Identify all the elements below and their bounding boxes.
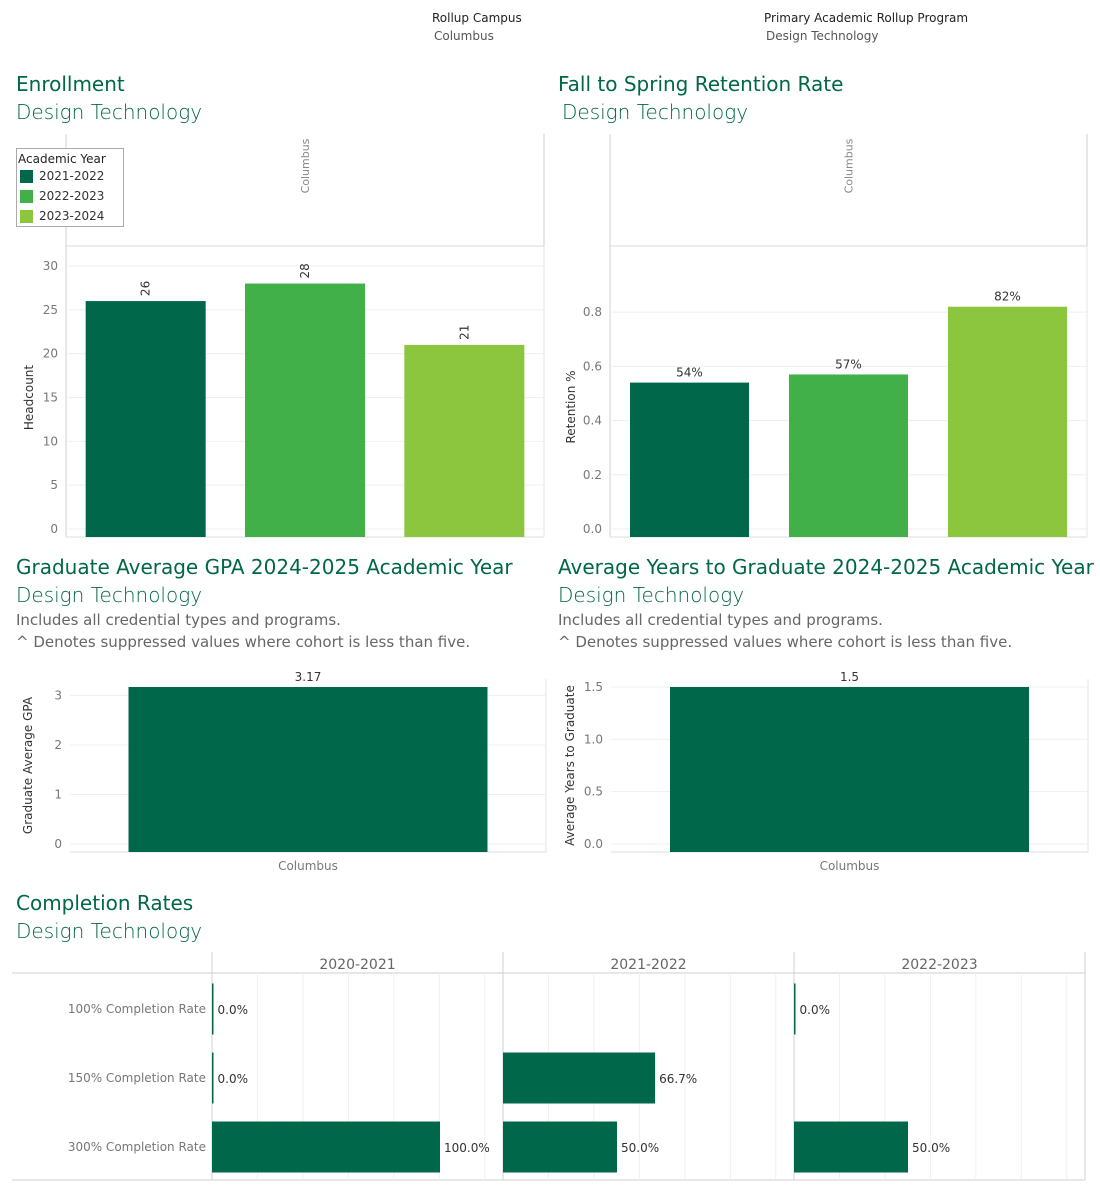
campus-filter-value[interactable]: Columbus <box>434 29 494 43</box>
y-axis-label: Headcount <box>22 365 36 431</box>
bar-value-label: 0.0% <box>800 1003 831 1017</box>
bar-value-label: 28 <box>298 263 312 278</box>
completion-bar <box>503 1121 617 1173</box>
years-chart: 0.0 0.5 1.0 1.5 Average Years to Graduate 1.5… <box>563 670 1089 873</box>
y-tick-label: 0 <box>50 522 58 536</box>
bar <box>85 301 206 537</box>
y-tick-label: 0.0 <box>583 522 602 536</box>
y-tick-label: 5 <box>50 478 58 492</box>
bar-value-label: 0.0% <box>218 1003 249 1017</box>
bar-value-label: 50.0% <box>621 1141 659 1155</box>
y-tick-label: 0.6 <box>583 359 602 373</box>
retention-title: Fall to Spring Retention Rate <box>558 72 844 96</box>
legend-item-label: 2023-2024 <box>39 209 105 223</box>
y-axis-label: Graduate Average GPA <box>21 696 35 834</box>
bar-value-label: 82% <box>994 290 1021 304</box>
y-tick-label: 0.5 <box>584 785 603 799</box>
row-label: 150% Completion Rate <box>68 1071 206 1085</box>
y-tick-label: 30 <box>43 259 58 273</box>
bar <box>128 687 488 852</box>
legend-item-label: 2022-2023 <box>39 189 105 203</box>
campus-filter-label: Rollup Campus <box>432 11 522 25</box>
column-header-label: Columbus <box>843 138 856 193</box>
bar-value-label: 0.0% <box>218 1072 249 1086</box>
column-header-label: 2021-2022 <box>610 957 686 973</box>
enrollment-title: Enrollment <box>16 72 125 96</box>
legend-item-2022-2023[interactable]: 2022-2023 <box>20 186 123 206</box>
bar-value-label: 50.0% <box>912 1141 950 1155</box>
y-tick-label: 1.5 <box>584 680 603 694</box>
bar-value-label: 21 <box>457 325 471 340</box>
bar <box>789 374 908 537</box>
years-subtitle: Design Technology <box>558 583 745 607</box>
enrollment-subtitle: Design Technology <box>16 100 203 124</box>
bar <box>245 283 365 537</box>
y-tick-label: 0 <box>54 837 62 851</box>
bar <box>948 306 1067 537</box>
y-tick-label: 10 <box>43 434 58 448</box>
legend-swatch <box>20 189 33 203</box>
bar-value-label: 1.5 <box>840 670 859 684</box>
bar-value-label: 100.0% <box>444 1141 490 1155</box>
gpa-note-suppressed: ^ Denotes suppressed values where cohort… <box>16 633 471 651</box>
bar <box>670 687 1029 852</box>
bar-value-label: 26 <box>139 281 153 296</box>
column-header-label: 2022-2023 <box>901 957 977 973</box>
bar-value-label: 54% <box>676 366 703 380</box>
column-header-label: 2020-2021 <box>319 957 395 973</box>
y-tick-label: 15 <box>43 391 58 405</box>
row-label: 100% Completion Rate <box>68 1002 206 1016</box>
bar-value-label: 3.17 <box>295 670 322 684</box>
y-tick-label: 25 <box>43 303 58 317</box>
completion-bar <box>794 983 796 1035</box>
completion-bar <box>794 1121 908 1173</box>
gpa-title: Graduate Average GPA 2024-2025 Academic … <box>16 555 513 579</box>
y-axis-label: Average Years to Graduate <box>563 685 577 846</box>
x-category-label: Columbus <box>278 859 338 873</box>
bar-value-label: 66.7% <box>659 1072 697 1086</box>
program-filter-label: Primary Academic Rollup Program <box>764 11 969 25</box>
enrollment-chart: Columbus 0 5 10 15 20 25 30 Headcount 26 28 21 <box>22 134 545 538</box>
legend-swatch <box>20 209 33 223</box>
completion-bar <box>212 1052 214 1104</box>
years-note-suppressed: ^ Denotes suppressed values where cohort… <box>558 633 1013 651</box>
y-axis-label: Retention % <box>564 370 578 443</box>
legend-item-label: 2021-2022 <box>39 169 105 183</box>
gpa-subtitle: Design Technology <box>16 583 203 607</box>
completion-bar <box>212 1121 440 1173</box>
years-title: Average Years to Graduate 2024-2025 Acad… <box>558 555 1094 579</box>
legend-title: Academic Year <box>18 152 106 166</box>
completion-subtitle: Design Technology <box>16 919 203 943</box>
bar <box>404 344 525 537</box>
y-tick-label: 0.0 <box>584 837 603 851</box>
y-tick-label: 0.8 <box>583 305 602 319</box>
y-tick-label: 20 <box>43 347 58 361</box>
completion-title: Completion Rates <box>16 891 194 915</box>
y-tick-label: 3 <box>54 688 62 702</box>
bar-value-label: 57% <box>835 357 862 371</box>
retention-chart: Columbus 0.0 0.2 0.4 0.6 0.8 Retention % 54% 57%… <box>564 134 1088 538</box>
legend-swatch <box>20 169 33 183</box>
years-note-credential: Includes all credential types and progra… <box>558 611 883 629</box>
completion-chart: 2020-2021 2021-2022 2022-2023 100% Completi… <box>12 952 1086 1181</box>
bar <box>630 382 749 537</box>
y-tick-label: 2 <box>54 738 62 752</box>
row-label: 300% Completion Rate <box>68 1140 206 1154</box>
legend-item-2021-2022[interactable]: 2021-2022 <box>20 166 123 186</box>
y-tick-label: 1.0 <box>584 732 603 746</box>
completion-bar <box>503 1052 656 1104</box>
y-tick-label: 0.4 <box>583 414 602 428</box>
retention-subtitle: Design Technology <box>562 100 749 124</box>
y-tick-label: 0.2 <box>583 468 602 482</box>
program-filter-value[interactable]: Design Technology <box>766 29 879 43</box>
gpa-chart: 0 1 2 3 Graduate Average GPA 3.17 Columbus <box>21 670 547 873</box>
column-header-label: Columbus <box>299 138 312 193</box>
gpa-note-credential: Includes all credential types and progra… <box>16 611 341 629</box>
x-category-label: Columbus <box>820 859 880 873</box>
legend-item-2023-2024[interactable]: 2023-2024 <box>20 206 123 226</box>
academic-year-legend: Academic Year 2021-2022 2022-2023 2023-2… <box>16 148 124 227</box>
y-tick-label: 1 <box>54 787 62 801</box>
completion-bar <box>212 983 214 1035</box>
